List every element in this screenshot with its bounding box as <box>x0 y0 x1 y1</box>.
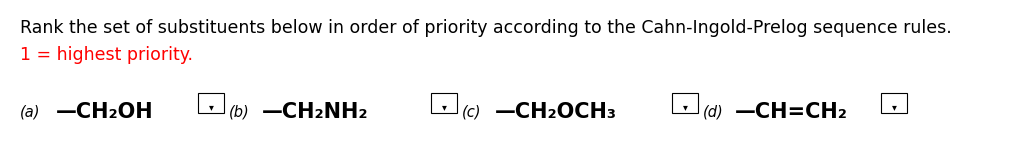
Text: 1 = highest priority.: 1 = highest priority. <box>20 46 193 64</box>
Text: —CH₂OH: —CH₂OH <box>56 102 153 122</box>
FancyBboxPatch shape <box>431 93 458 113</box>
FancyBboxPatch shape <box>672 93 698 113</box>
Text: ▾: ▾ <box>891 102 896 112</box>
FancyBboxPatch shape <box>198 93 224 113</box>
Text: (b): (b) <box>228 104 249 119</box>
Text: (d): (d) <box>702 104 723 119</box>
Text: (c): (c) <box>462 104 481 119</box>
FancyBboxPatch shape <box>881 93 907 113</box>
Text: —CH₂NH₂: —CH₂NH₂ <box>262 102 368 122</box>
Text: —CH=CH₂: —CH=CH₂ <box>735 102 848 122</box>
Text: (a): (a) <box>20 104 41 119</box>
Text: —CH₂OCH₃: —CH₂OCH₃ <box>495 102 617 122</box>
Text: ▾: ▾ <box>682 102 687 112</box>
Text: ▾: ▾ <box>208 102 213 112</box>
Text: Rank the set of substituents below in order of priority according to the Cahn-In: Rank the set of substituents below in or… <box>20 19 952 37</box>
Text: ▾: ▾ <box>442 102 447 112</box>
